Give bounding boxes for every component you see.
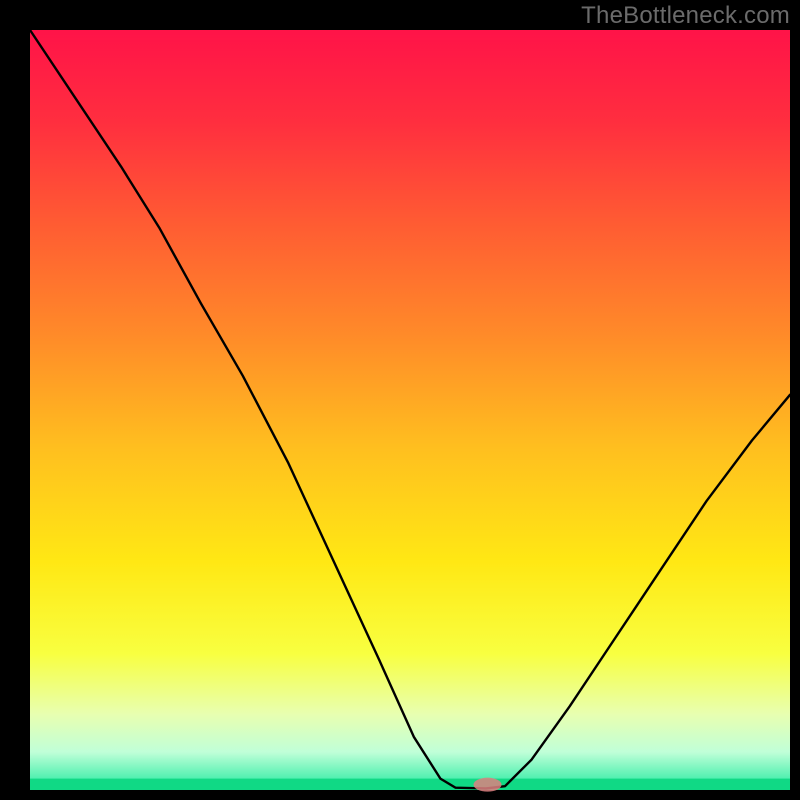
- watermark-text: TheBottleneck.com: [581, 2, 790, 30]
- bottleneck-chart: [0, 0, 800, 800]
- chart-frame: TheBottleneck.com: [0, 0, 800, 800]
